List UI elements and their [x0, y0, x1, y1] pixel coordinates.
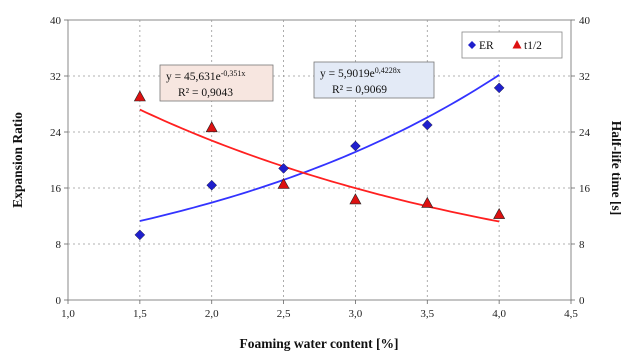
y-tick-label: 16 [50, 183, 62, 195]
legend-t12-label: t1/2 [524, 40, 542, 52]
equation-er-line1: y = 5,9019e [320, 68, 375, 80]
svg-text:y = 45,631e-0,351x: y = 45,631e-0,351x [166, 69, 245, 83]
x-tick-label: 2,5 [277, 308, 291, 320]
legend-er-label: ER [479, 40, 494, 52]
y2-tick-label: 40 [579, 15, 591, 27]
equation-er-r2: R² = 0,9069 [332, 84, 387, 96]
equation-box-er: y = 5,9019e0,4228x R² = 0,9069 [313, 61, 435, 99]
y-tick-label: 8 [56, 239, 62, 251]
er-point [134, 229, 146, 241]
y-ticks: 0 8 16 24 32 40 [50, 15, 68, 307]
trend-line-er [139, 74, 500, 222]
trend-lines [139, 74, 500, 223]
legend-t12-marker [512, 40, 522, 49]
y2-tick-label: 8 [579, 239, 585, 251]
er-point [206, 179, 217, 191]
t12-point [493, 207, 506, 219]
y-tick-label: 32 [50, 71, 61, 83]
er-point [493, 82, 505, 94]
y2-tick-label: 32 [579, 71, 590, 83]
equation-er-exponent: 0,4228x [375, 66, 401, 75]
y-tick-label: 0 [56, 295, 62, 307]
x-tick-label: 2,0 [205, 308, 219, 320]
y-tick-label: 24 [50, 127, 62, 139]
x-tick-label: 1,5 [133, 308, 147, 320]
trend-line-t12 [139, 108, 500, 223]
svg-text:y = 5,9019e0,4228x: y = 5,9019e0,4228x [320, 66, 401, 80]
equation-t12-exponent: -0,351x [221, 69, 246, 78]
y2-tick-label: 24 [579, 127, 591, 139]
x-tick-label: 4,5 [564, 308, 578, 320]
t12-point [277, 177, 290, 189]
legend: ER t1/2 [461, 31, 563, 59]
x-tick-label: 1,0 [61, 308, 75, 320]
er-point [350, 140, 361, 152]
legend-box [461, 31, 563, 59]
equation-t12-line1: y = 45,631e [166, 71, 221, 83]
equation-t12-r2: R² = 0,9043 [178, 87, 233, 99]
x-tick-label: 4,0 [492, 308, 506, 320]
t12-point [421, 196, 434, 208]
t12-point [205, 121, 218, 133]
er-point [278, 163, 289, 174]
y2-tick-label: 0 [579, 295, 585, 307]
y2-tick-label: 16 [579, 183, 591, 195]
x-tick-label: 3,0 [349, 308, 363, 320]
y2-ticks: 0 8 16 24 32 40 [571, 15, 591, 307]
y2-axis-title: Half-life time [s] [609, 121, 621, 215]
t12-point [133, 90, 146, 102]
equation-box-t12: y = 45,631e-0,351x R² = 0,9043 [159, 64, 274, 102]
t12-point [349, 193, 362, 205]
x-tick-label: 3,5 [420, 308, 434, 320]
x-ticks: 1,0 1,5 2,0 2,5 3,0 3,5 4,0 4,5 [61, 300, 578, 320]
er-point [422, 119, 433, 131]
x-axis-title: Foaming water content [%] [239, 336, 398, 351]
data-points [133, 82, 506, 241]
y-axis-title: Expansion Ratio [10, 112, 25, 208]
legend-er-marker [468, 41, 476, 49]
y-tick-label: 40 [50, 15, 62, 27]
